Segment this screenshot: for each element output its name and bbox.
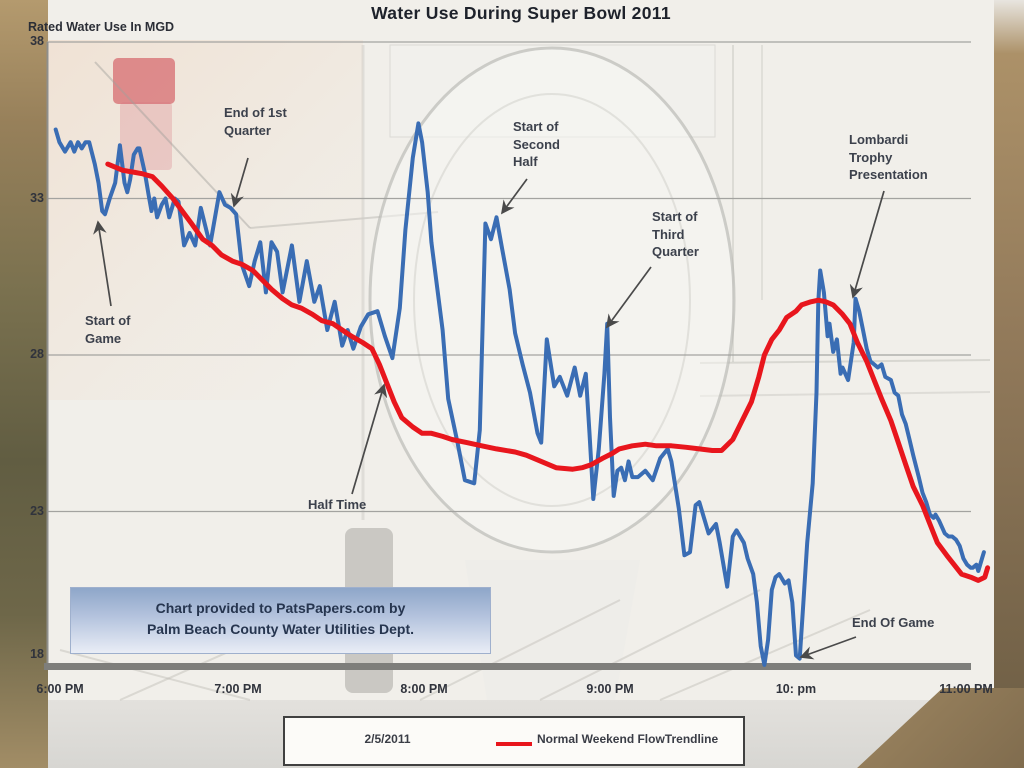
bathroom-wall-right	[994, 0, 1024, 768]
annotation-start-of-third-quarter: Start of Third Quarter	[652, 208, 699, 261]
legend-box: 2/5/2011 Normal Weekend FlowTrendline	[283, 716, 745, 766]
x-tick-5: 11:00 PM	[939, 682, 993, 696]
annotation-end-of-game: End Of Game	[852, 614, 934, 632]
data-series	[53, 121, 991, 667]
trendline-swatch	[496, 742, 532, 746]
annotation-line: Half Time	[308, 497, 367, 512]
legend-date-label: 2/5/2011	[364, 732, 411, 746]
annotation-line: Second	[513, 136, 560, 152]
gridlines	[44, 41, 971, 670]
source-caption-box: Chart provided to PatsPapers.com by Palm…	[70, 587, 491, 654]
annotation-line: Start of	[652, 209, 698, 224]
annotation-line: End of 1st	[224, 105, 287, 120]
annotation-line: Lombardi	[849, 132, 909, 147]
x-tick-3: 9:00 PM	[586, 682, 634, 696]
caption-line-2: Palm Beach County Water Utilities Dept.	[146, 621, 415, 637]
arrow-start-of-third-quarter	[605, 266, 652, 329]
annotation-line: Quarter	[652, 244, 699, 260]
annotation-line: Quarter	[224, 122, 271, 138]
annotation-line: Third	[652, 226, 685, 242]
annotation-line: Presentation	[849, 167, 928, 183]
legend-trend-label: Normal Weekend FlowTrendline	[537, 732, 719, 746]
arrow-lombardi-trophy	[849, 190, 885, 299]
red-tissue-box	[113, 58, 175, 104]
annotation-line: Game	[85, 330, 122, 346]
arrow-end-of-1st-quarter	[230, 157, 249, 208]
x-tick-0: 6:00 PM	[36, 682, 84, 696]
annotation-start-of-second-half: Start of Second Half	[513, 118, 560, 171]
y-axis-title: Rated Water Use In MGD	[28, 20, 175, 34]
x-tick-2: 8:00 PM	[400, 682, 448, 696]
arrow-start-of-game	[93, 220, 112, 307]
x-tick-1: 7:00 PM	[214, 682, 262, 696]
arrow-half-time	[351, 383, 388, 495]
x-tick-4: 10: pm	[775, 682, 817, 696]
series-line-trend	[105, 161, 991, 583]
y-tick-38: 38	[30, 34, 44, 48]
y-tick-28: 28	[30, 347, 44, 361]
arrow-start-of-second-half	[500, 178, 528, 215]
annotation-line: Start of	[513, 119, 559, 134]
y-tick-23: 23	[30, 503, 44, 518]
bathroom-wall-left	[0, 0, 48, 768]
arrow-end-of-game	[799, 636, 857, 660]
annotation-half-time: Half Time	[308, 496, 366, 514]
y-tick-33: 33	[30, 190, 44, 205]
annotation-lombardi-trophy: Lombardi Trophy Presentation	[849, 131, 928, 184]
soap-dispenser	[120, 102, 172, 170]
annotation-line: End Of Game	[852, 615, 935, 630]
caption-line-1: Chart provided to PatsPapers.com by	[155, 600, 406, 616]
annotation-arrows	[93, 157, 885, 660]
annotation-line: Trophy	[849, 149, 893, 165]
annotation-line: Half	[513, 154, 538, 170]
annotation-start-of-game: Start of Game	[85, 312, 131, 347]
annotation-line: Start of	[85, 313, 131, 328]
chart-title: Water Use During Super Bowl 2011	[371, 3, 671, 23]
annotation-end-of-1st-quarter: End of 1st Quarter	[224, 104, 287, 139]
y-tick-18: 18	[30, 647, 44, 661]
